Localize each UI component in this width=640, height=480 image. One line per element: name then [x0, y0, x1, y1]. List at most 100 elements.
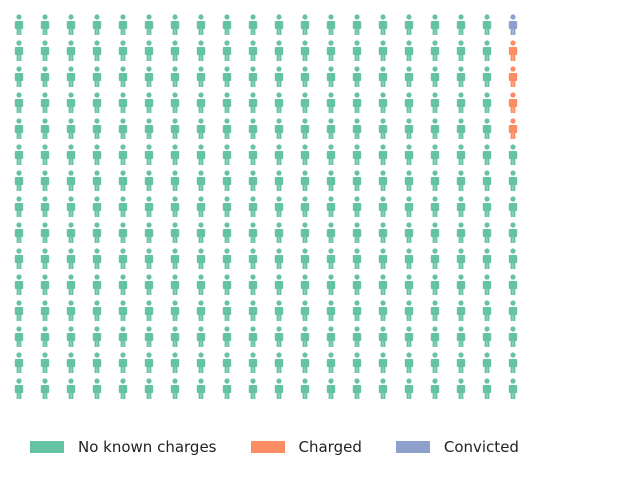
- person-icon: [222, 118, 232, 139]
- legend-item-convicted: Convicted: [395, 438, 519, 456]
- person-icon: [14, 66, 24, 87]
- person-icon: [40, 326, 50, 347]
- person-icon: [144, 170, 154, 191]
- person-icon: [170, 92, 180, 113]
- person-icon: [92, 40, 102, 61]
- person-icon: [144, 118, 154, 139]
- person-icon: [430, 248, 440, 269]
- person-icon: [352, 378, 362, 399]
- person-icon: [66, 170, 76, 191]
- person-icon: [508, 14, 518, 35]
- person-icon: [456, 66, 466, 87]
- person-icon: [118, 196, 128, 217]
- person-icon: [482, 378, 492, 399]
- legend-swatch-no-known-charges: [30, 441, 64, 453]
- person-icon: [404, 40, 414, 61]
- person-icon: [274, 144, 284, 165]
- person-icon: [14, 118, 24, 139]
- person-icon: [66, 92, 76, 113]
- person-icon: [170, 326, 180, 347]
- person-icon: [326, 170, 336, 191]
- person-icon: [196, 66, 206, 87]
- person-icon: [222, 14, 232, 35]
- person-icon: [222, 40, 232, 61]
- person-icon: [300, 118, 310, 139]
- person-icon: [456, 274, 466, 295]
- person-icon: [40, 196, 50, 217]
- person-icon: [40, 92, 50, 113]
- person-icon: [222, 170, 232, 191]
- person-icon: [66, 40, 76, 61]
- person-icon: [144, 144, 154, 165]
- person-icon: [508, 222, 518, 243]
- person-icon: [378, 66, 388, 87]
- person-icon: [170, 378, 180, 399]
- person-icon: [144, 92, 154, 113]
- person-icon: [326, 40, 336, 61]
- person-icon: [40, 352, 50, 373]
- person-icon: [40, 40, 50, 61]
- person-icon: [326, 222, 336, 243]
- person-icon: [352, 66, 362, 87]
- person-icon: [92, 352, 102, 373]
- person-icon: [170, 170, 180, 191]
- person-icon: [144, 196, 154, 217]
- person-icon: [118, 274, 128, 295]
- person-icon: [118, 300, 128, 321]
- person-icon: [248, 92, 258, 113]
- person-icon: [430, 92, 440, 113]
- person-icon: [92, 326, 102, 347]
- person-icon: [274, 66, 284, 87]
- person-icon: [352, 352, 362, 373]
- person-icon: [170, 66, 180, 87]
- person-icon: [482, 300, 492, 321]
- person-icon: [14, 378, 24, 399]
- person-icon: [300, 300, 310, 321]
- person-icon: [248, 14, 258, 35]
- person-icon: [118, 378, 128, 399]
- person-icon: [92, 300, 102, 321]
- person-icon: [482, 222, 492, 243]
- person-icon: [352, 300, 362, 321]
- person-icon: [248, 300, 258, 321]
- person-icon: [378, 222, 388, 243]
- person-icon: [274, 92, 284, 113]
- person-icon: [352, 92, 362, 113]
- person-icon: [404, 196, 414, 217]
- person-icon: [14, 222, 24, 243]
- person-icon: [92, 14, 102, 35]
- person-icon: [222, 378, 232, 399]
- person-icon: [118, 92, 128, 113]
- person-icon: [482, 14, 492, 35]
- person-icon: [144, 40, 154, 61]
- person-icon: [482, 170, 492, 191]
- person-icon: [92, 222, 102, 243]
- person-icon: [66, 274, 76, 295]
- person-icon: [300, 170, 310, 191]
- person-icon: [274, 352, 284, 373]
- person-icon: [92, 196, 102, 217]
- person-icon: [14, 92, 24, 113]
- person-icon: [326, 14, 336, 35]
- person-icon: [66, 196, 76, 217]
- person-icon: [456, 196, 466, 217]
- person-icon: [248, 170, 258, 191]
- person-icon: [14, 14, 24, 35]
- person-icon: [170, 274, 180, 295]
- person-icon: [508, 248, 518, 269]
- person-icon: [66, 14, 76, 35]
- person-icon: [274, 170, 284, 191]
- person-icon: [326, 92, 336, 113]
- person-icon: [352, 14, 362, 35]
- person-icon: [404, 92, 414, 113]
- person-icon: [430, 352, 440, 373]
- person-icon: [508, 196, 518, 217]
- person-icon: [404, 222, 414, 243]
- person-icon: [66, 144, 76, 165]
- person-icon: [66, 300, 76, 321]
- person-icon: [196, 248, 206, 269]
- person-icon: [222, 92, 232, 113]
- person-icon: [378, 196, 388, 217]
- person-icon: [170, 196, 180, 217]
- person-icon: [118, 248, 128, 269]
